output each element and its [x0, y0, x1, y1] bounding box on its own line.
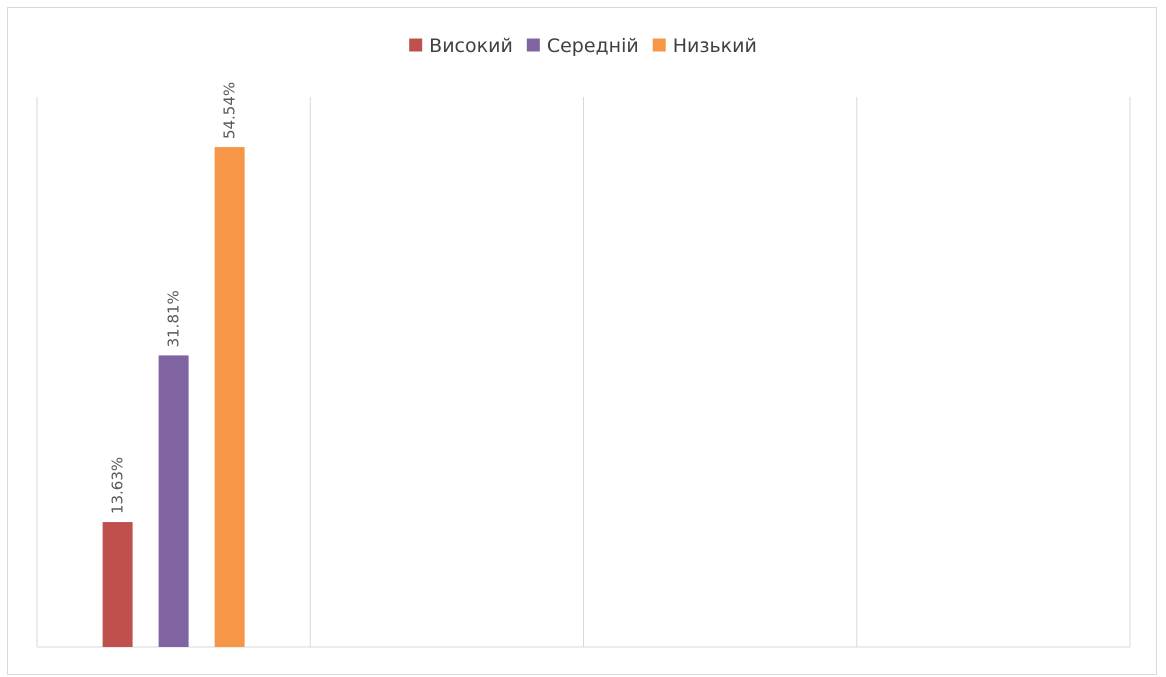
chart-area	[7, 7, 1157, 675]
data-label: 13.63%	[109, 457, 127, 514]
legend-label: Високий	[429, 35, 513, 57]
bar-2	[158, 355, 189, 647]
bar-1	[102, 522, 133, 647]
data-labels-group: 13.63% 31.81% 54.54%	[109, 82, 239, 514]
legend-swatch	[526, 38, 540, 52]
bars-group	[102, 147, 245, 648]
data-label: 31.81%	[165, 290, 183, 347]
legend-swatch	[409, 38, 423, 52]
legend: Високий Середній Низький	[409, 35, 757, 57]
legend-swatch	[652, 38, 666, 52]
legend-label: Низький	[673, 35, 757, 57]
data-label: 54.54%	[221, 82, 239, 139]
bar-3	[214, 147, 245, 648]
legend-label: Середній	[547, 35, 639, 57]
category-gridlines	[36, 97, 1131, 648]
